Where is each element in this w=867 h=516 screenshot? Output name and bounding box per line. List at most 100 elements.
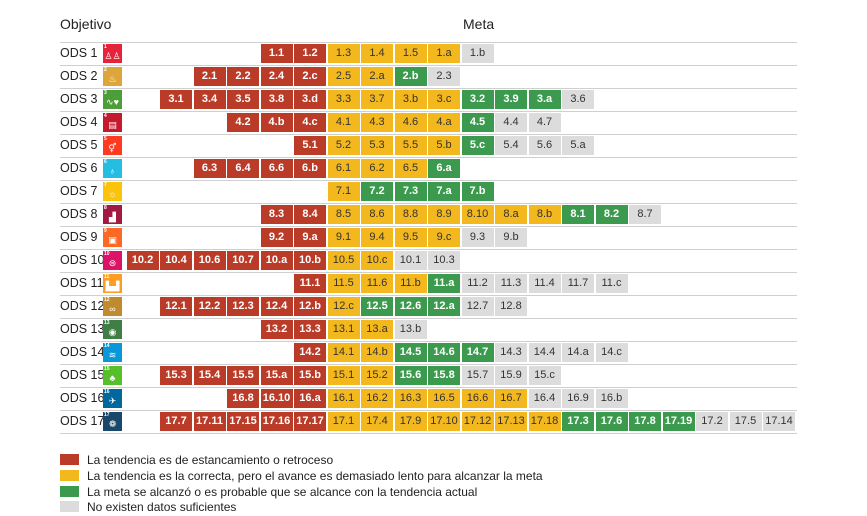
target-cell-green: 17.19: [662, 412, 695, 431]
target-cell-grey: 11.4: [528, 274, 561, 293]
target-cell-yellow: 4.a: [428, 113, 460, 132]
target-cell-red: 2.c: [294, 67, 326, 86]
row-divider: [60, 249, 797, 250]
target-cell-yellow: 4.6: [394, 113, 427, 132]
row-label: ODS 6: [60, 161, 98, 175]
target-cell-grey: 11.3: [495, 274, 527, 293]
row-divider: [60, 134, 797, 135]
target-cell-yellow: 17.4: [361, 412, 393, 431]
icon-glyph: ♨: [108, 74, 117, 84]
icon-number: 6: [104, 159, 107, 165]
target-cell-red: 8.4: [294, 205, 326, 224]
objective-header: Objetivo: [60, 16, 112, 32]
target-cell-yellow: 17.10: [428, 412, 460, 431]
target-cell-grey: 15.7: [461, 366, 494, 385]
target-cell-red: 12.b: [294, 297, 326, 316]
clean-water-icon: 6 ♁: [103, 159, 122, 178]
legend-text-red: La tendencia es de estancamiento o retro…: [87, 453, 334, 467]
target-cell-red: 12.1: [160, 297, 192, 316]
peace-justice-icon: 16 ✈: [103, 389, 122, 408]
target-cell-yellow: 17.18: [528, 412, 561, 431]
legend-swatch-green: [60, 486, 79, 497]
target-cell-yellow: 11.b: [394, 274, 427, 293]
target-cell-red: 16.8: [227, 389, 259, 408]
row-label: ODS 9: [60, 230, 98, 244]
icon-glyph: ⊜: [108, 258, 117, 268]
target-cell-yellow: 11.5: [327, 274, 360, 293]
row-divider: [60, 180, 797, 181]
target-cell-green: 7.3: [394, 182, 427, 201]
target-cell-green: 15.6: [394, 366, 427, 385]
target-cell-yellow: 5.5: [394, 136, 427, 155]
row-label: ODS 13: [60, 322, 105, 336]
row-label: ODS 1: [60, 46, 98, 60]
row-label: ODS 4: [60, 115, 98, 129]
icon-number: 10: [104, 251, 110, 257]
target-cell-yellow: 2.5: [327, 67, 360, 86]
target-cell-yellow: 3.b: [394, 90, 427, 109]
good-health-icon: 3 ∿♥: [103, 90, 122, 109]
target-cell-red: 4.c: [294, 113, 326, 132]
row-divider: [60, 364, 797, 365]
industry-innovation-icon: 9 ▣: [103, 228, 122, 247]
icon-glyph: ☼: [108, 189, 117, 199]
target-cell-yellow: 14.b: [361, 343, 393, 362]
icon-number: 15: [104, 366, 110, 372]
target-cell-red: 13.3: [294, 320, 326, 339]
icon-glyph: ♁: [109, 166, 116, 176]
icon-number: 14: [104, 343, 110, 349]
target-cell-green: 12.6: [394, 297, 427, 316]
target-cell-yellow: 8.6: [361, 205, 393, 224]
target-cell-grey: 8.7: [629, 205, 661, 224]
target-cell-red: 4.2: [227, 113, 259, 132]
target-cell-red: 8.3: [260, 205, 293, 224]
target-cell-yellow: 7.1: [327, 182, 360, 201]
target-cell-red: 1.1: [260, 44, 293, 63]
target-cell-grey: 14.4: [528, 343, 561, 362]
icon-glyph: ✈: [108, 396, 117, 406]
target-cell-grey: 16.b: [595, 389, 628, 408]
target-cell-yellow: 16.1: [327, 389, 360, 408]
row-label: ODS 16: [60, 391, 105, 405]
target-cell-yellow: 17.1: [327, 412, 360, 431]
target-cell-green: 12.a: [428, 297, 460, 316]
row-divider: [60, 341, 797, 342]
target-cell-green: 7.2: [361, 182, 393, 201]
target-cell-grey: 5.6: [528, 136, 561, 155]
icon-glyph: ▟: [109, 212, 116, 222]
target-cell-green: 7.a: [428, 182, 460, 201]
legend-swatch-yellow: [60, 470, 79, 481]
icon-glyph: ❁: [108, 419, 117, 429]
target-cell-red: 15.3: [160, 366, 192, 385]
target-cell-red: 15.a: [260, 366, 293, 385]
target-cell-red: 11.1: [294, 274, 326, 293]
target-cell-grey: 2.3: [428, 67, 460, 86]
target-cell-red: 12.4: [260, 297, 293, 316]
icon-number: 9: [104, 228, 107, 234]
target-cell-red: 1.2: [294, 44, 326, 63]
target-cell-red: 2.1: [193, 67, 226, 86]
target-cell-yellow: 8.9: [428, 205, 460, 224]
target-cell-yellow: 17.13: [495, 412, 527, 431]
target-cell-yellow: 8.10: [461, 205, 494, 224]
target-cell-yellow: 1.a: [428, 44, 460, 63]
climate-action-icon: 13 ◉: [103, 320, 122, 339]
target-cell-green: 8.1: [562, 205, 594, 224]
target-cell-green: 3.9: [495, 90, 527, 109]
icon-glyph: ≋: [108, 350, 117, 360]
target-cell-grey: 11.7: [562, 274, 594, 293]
partnerships-icon: 17 ❁: [103, 412, 122, 431]
target-cell-red: 3.8: [260, 90, 293, 109]
row-label: ODS 3: [60, 92, 98, 106]
target-cell-yellow: 5.3: [361, 136, 393, 155]
target-cell-yellow: 5.b: [428, 136, 460, 155]
target-cell-red: 12.2: [193, 297, 226, 316]
life-on-land-icon: 15 ♣: [103, 366, 122, 385]
target-cell-yellow: 10.c: [361, 251, 393, 270]
row-divider: [60, 111, 797, 112]
row-divider: [60, 410, 797, 411]
target-cell-yellow: 4.3: [361, 113, 393, 132]
target-cell-green: 11.a: [428, 274, 460, 293]
target-cell-grey: 14.a: [562, 343, 594, 362]
target-cell-red: 17.7: [160, 412, 192, 431]
